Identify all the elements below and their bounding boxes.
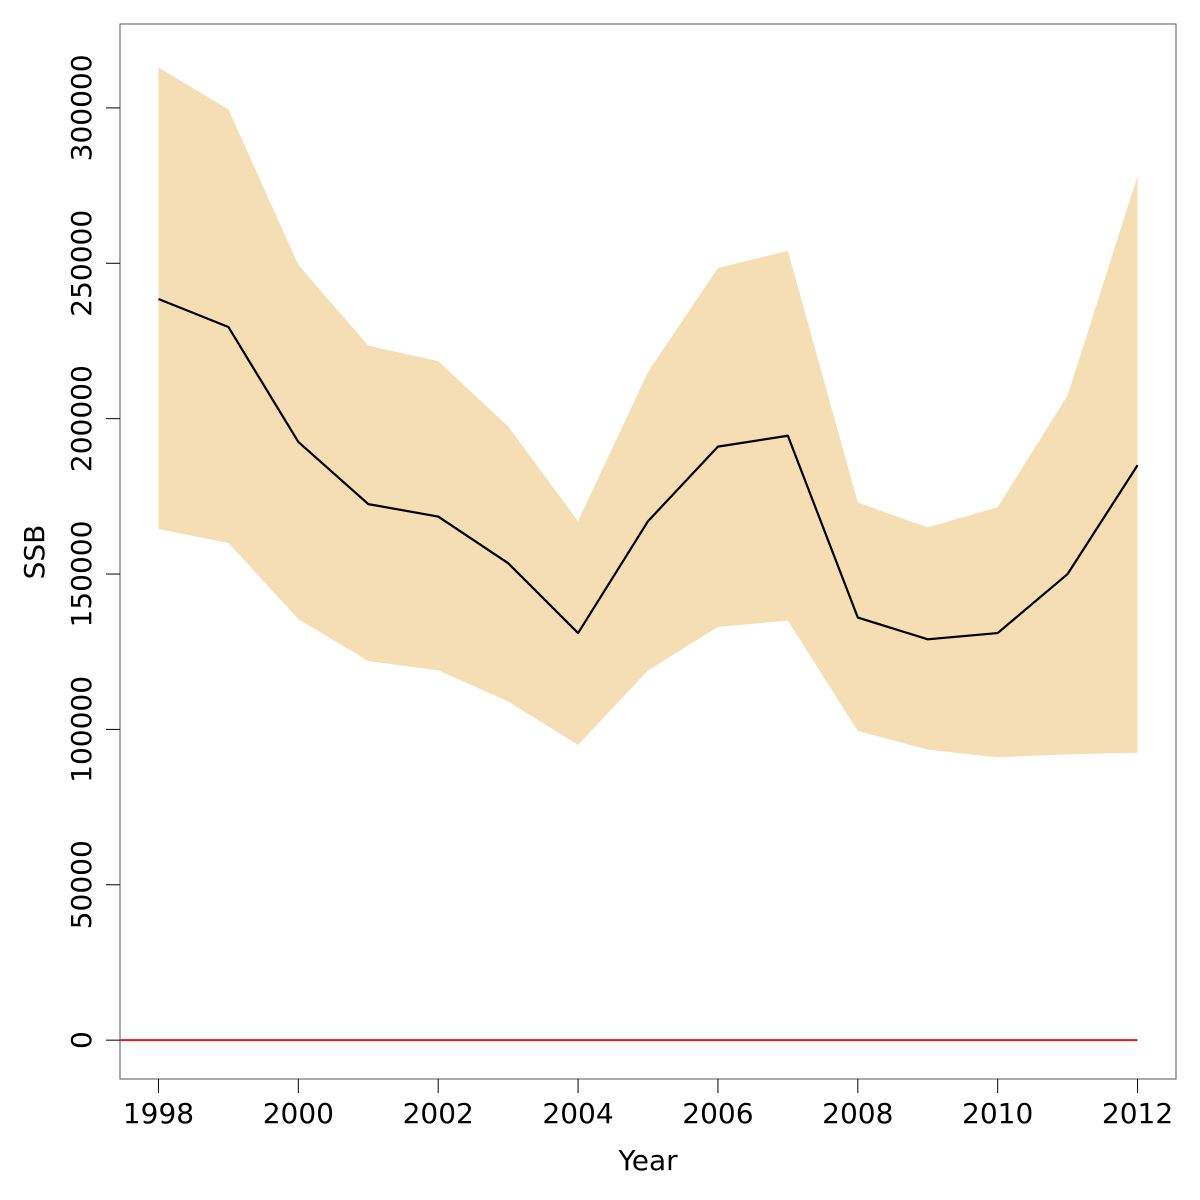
y-tick-label: 300000 (65, 54, 98, 161)
x-tick-label: 2006 (682, 1097, 753, 1130)
ssb-line (158, 297, 1139, 641)
plot-area (120, 67, 1139, 1042)
x-tick-label: 2004 (542, 1097, 613, 1130)
y-axis-title: SSB (18, 525, 51, 580)
y-tick-label: 100000 (65, 676, 98, 783)
y-axis: 0 50000 100000 150000 200000 250000 300000 (65, 54, 120, 1049)
confidence-band (158, 67, 1138, 758)
x-axis-title: Year (617, 1144, 678, 1177)
x-tick-label: 2010 (962, 1097, 1033, 1130)
y-tick-label: 50000 (65, 840, 98, 929)
plot-frame (119, 23, 1177, 1080)
x-tick-label: 2000 (263, 1097, 334, 1130)
x-tick-label: 1998 (123, 1097, 194, 1130)
x-tick-label: 2002 (403, 1097, 474, 1130)
x-axis: 1998 2000 2002 2004 2006 2008 2010 2012 (123, 1079, 1173, 1130)
y-tick-label: 250000 (65, 210, 98, 317)
y-tick-label: 0 (65, 1031, 98, 1049)
y-tick-label: 200000 (65, 365, 98, 472)
x-tick-label: 2008 (822, 1097, 893, 1130)
x-tick-label: 2012 (1102, 1097, 1173, 1130)
y-tick-label: 150000 (65, 521, 98, 628)
